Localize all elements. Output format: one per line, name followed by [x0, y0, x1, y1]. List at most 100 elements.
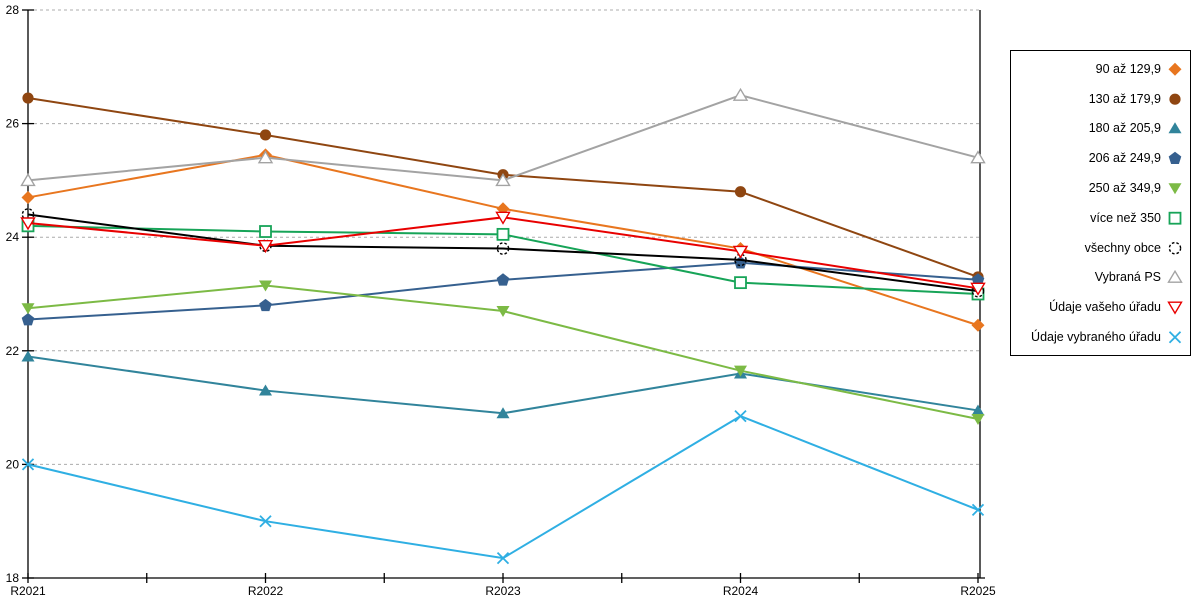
series-8-point-3	[732, 245, 749, 259]
series-6-point-3	[734, 253, 747, 267]
diamond-icon	[1167, 61, 1183, 77]
legend-label-5: více než 350	[1090, 210, 1161, 225]
triangle-down-glyph	[1168, 183, 1182, 195]
legend-label-2: 180 až 205,9	[1088, 121, 1161, 136]
legend-item-2: 180 až 205,9	[1015, 114, 1183, 143]
x-axis-label: R2022	[248, 584, 284, 598]
triangle-down-open-icon	[1167, 299, 1183, 315]
series-1-point-3	[734, 186, 747, 198]
series-8-point-2	[495, 211, 511, 225]
series-1-point-1	[259, 129, 272, 141]
series-4-point-2	[496, 306, 510, 318]
circle-icon	[1167, 91, 1183, 107]
legend-item-5: více než 350	[1015, 203, 1183, 232]
square-open-glyph	[1168, 211, 1182, 225]
legend: 90 až 129,9 130 až 179,9 180 až 205,9 206 a…	[1010, 50, 1191, 356]
legend-label-6: všechny obce	[1084, 240, 1161, 255]
legend-label-9: Údaje vybraného úřadu	[1031, 330, 1161, 345]
x-axis-label: R2025	[960, 584, 996, 598]
triangle-up-glyph	[1168, 122, 1182, 134]
series-6-point-2	[496, 242, 510, 255]
series-4-point-0	[21, 303, 35, 315]
series-9-point-4	[971, 503, 985, 516]
series-line-2	[27, 355, 979, 415]
series-6-point-0	[21, 208, 35, 221]
series-5-point-3	[734, 276, 747, 290]
series-line-1	[27, 97, 979, 278]
series-5-point-2	[496, 227, 510, 241]
legend-item-7: Vybraná PS	[1015, 263, 1183, 292]
series-7-point-0	[20, 173, 36, 187]
series-9-point-2	[496, 551, 510, 565]
legend-item-1: 130 až 179,9	[1015, 84, 1183, 113]
legend-item-9: Údaje vybraného úřadu	[1015, 323, 1183, 352]
series-0-point-0	[21, 190, 35, 204]
triangle-up-icon	[1167, 120, 1183, 136]
series-2-point-0	[21, 350, 35, 362]
series-5-point-1	[259, 225, 272, 238]
series-line-7	[27, 94, 979, 182]
x-axis-label: R2024	[723, 584, 759, 598]
x-cross-icon	[1167, 329, 1183, 345]
series-8-point-1	[257, 240, 274, 254]
legend-label-0: 90 až 129,9	[1095, 61, 1161, 76]
y-axis-label: 22	[6, 344, 20, 358]
series-2-point-1	[259, 384, 272, 396]
triangle-down-open-glyph	[1167, 301, 1183, 315]
circle-dashed-icon	[1167, 240, 1183, 256]
y-axis-label: 18	[6, 571, 20, 585]
series-2-point-2	[496, 407, 510, 419]
series-7-point-3	[732, 87, 749, 101]
legend-item-4: 250 až 349,9	[1015, 174, 1183, 203]
x-axis-label: R2021	[10, 584, 46, 598]
series-1-point-0	[22, 92, 34, 104]
x-axis-label: R2023	[485, 584, 521, 598]
series-line-4	[27, 284, 979, 420]
series-3-point-1	[259, 298, 272, 312]
legend-label-3: 206 až 249,9	[1088, 151, 1161, 166]
series-3-point-0	[21, 313, 35, 326]
triangle-down-icon	[1167, 180, 1183, 196]
series-7-point-2	[495, 173, 511, 187]
series-3-point-4	[971, 273, 985, 286]
series-9-point-0	[21, 458, 35, 471]
circle-dashed-glyph	[1168, 241, 1182, 255]
series-0-point-4	[971, 318, 985, 332]
series-7-point-1	[257, 150, 274, 164]
legend-item-3: 206 až 249,9	[1015, 144, 1183, 173]
square-open-icon	[1167, 210, 1183, 226]
series-3-point-2	[496, 273, 510, 286]
series-8-point-4	[970, 282, 986, 296]
pentagon-glyph	[1168, 151, 1182, 165]
series-9-point-1	[259, 515, 272, 528]
series-2-point-4	[971, 404, 985, 416]
legend-item-0: 90 až 129,9	[1015, 54, 1183, 83]
legend-label-4: 250 až 349,9	[1088, 181, 1161, 196]
triangle-up-open-icon	[1167, 269, 1183, 285]
x-cross-glyph	[1168, 331, 1182, 344]
pentagon-icon	[1167, 150, 1183, 166]
series-4-point-4	[971, 413, 985, 425]
circle-glyph	[1169, 93, 1181, 105]
y-axis-label: 28	[6, 3, 20, 17]
series-9-point-3	[734, 409, 747, 423]
y-axis-label: 24	[6, 230, 20, 244]
triangle-up-open-glyph	[1167, 270, 1183, 284]
legend-item-6: všechny obce	[1015, 233, 1183, 262]
legend-item-8: Údaje vašeho úřadu	[1015, 293, 1183, 322]
legend-label-8: Údaje vašeho úřadu	[1049, 300, 1161, 315]
legend-label-7: Vybraná PS	[1094, 270, 1161, 285]
series-4-point-3	[734, 365, 747, 377]
y-axis-label: 26	[6, 117, 20, 131]
series-8-point-0	[20, 217, 36, 231]
y-axis-label: 20	[6, 457, 20, 471]
series-line-6	[27, 213, 979, 293]
diamond-glyph	[1168, 62, 1182, 76]
series-6-point-4	[971, 284, 985, 298]
series-line-9	[27, 415, 979, 560]
series-7-point-4	[970, 150, 986, 164]
series-4-point-1	[259, 280, 272, 292]
legend-label-1: 130 až 179,9	[1088, 91, 1161, 106]
